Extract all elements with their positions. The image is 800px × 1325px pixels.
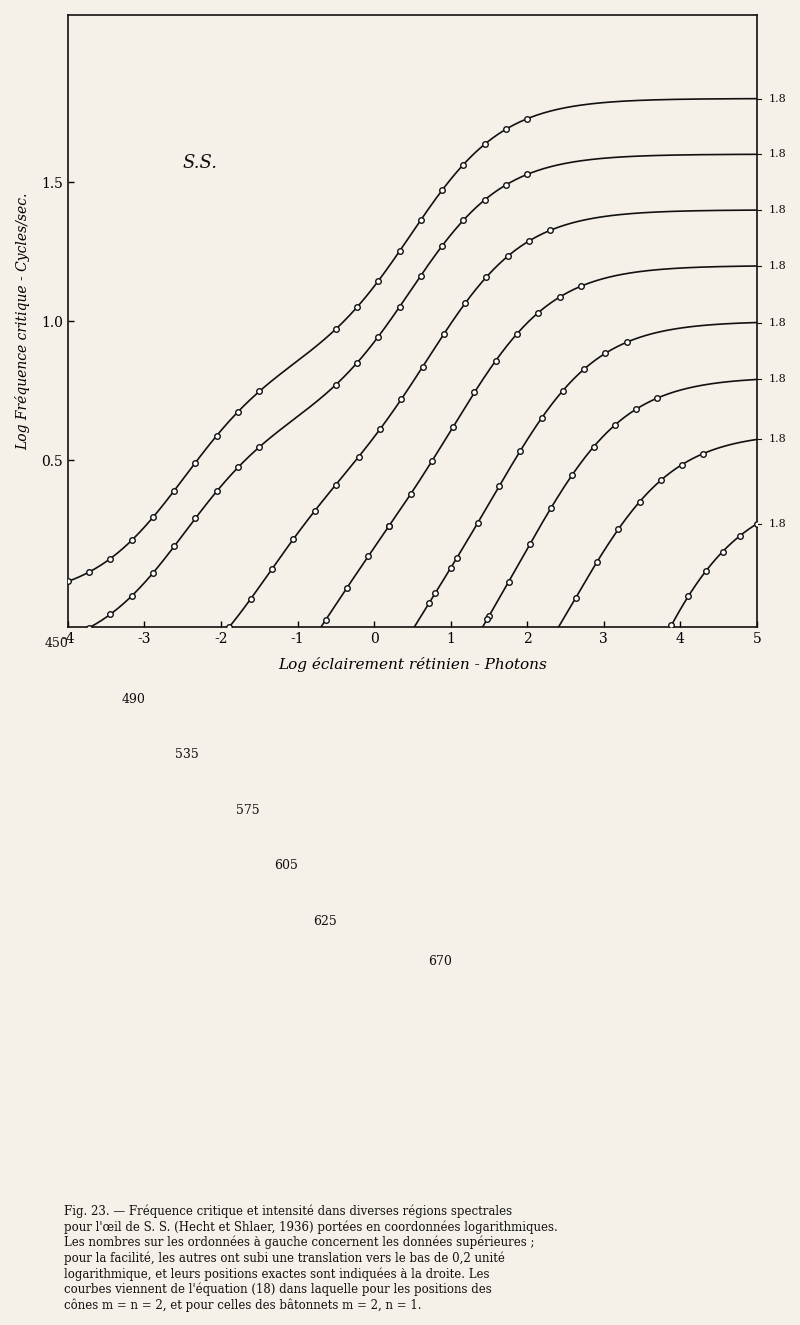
X-axis label: Log éclairement rétinien - Photons: Log éclairement rétinien - Photons [278,657,547,672]
Text: 605: 605 [274,860,298,872]
Text: 1.8: 1.8 [769,435,786,444]
Text: 490: 490 [122,693,146,706]
Text: 1.8: 1.8 [769,94,786,103]
Y-axis label: Log Fréquence critique - Cycles/sec.: Log Fréquence critique - Cycles/sec. [15,192,30,451]
Text: Fig. 23. — Fréquence critique et intensité dans diverses régions spectrales
pour: Fig. 23. — Fréquence critique et intensi… [64,1204,558,1312]
Text: 1.8: 1.8 [769,205,786,215]
Text: 575: 575 [236,804,260,818]
Text: 670: 670 [428,955,451,969]
Text: 535: 535 [175,749,198,762]
Text: 450: 450 [45,637,69,651]
Text: 1.8: 1.8 [769,150,786,159]
Text: 1.8: 1.8 [769,519,786,529]
Text: 1.8: 1.8 [769,318,786,327]
Text: 1.8: 1.8 [769,375,786,384]
Text: 1.8: 1.8 [769,261,786,272]
Text: S.S.: S.S. [182,154,218,172]
Text: 625: 625 [313,916,337,929]
